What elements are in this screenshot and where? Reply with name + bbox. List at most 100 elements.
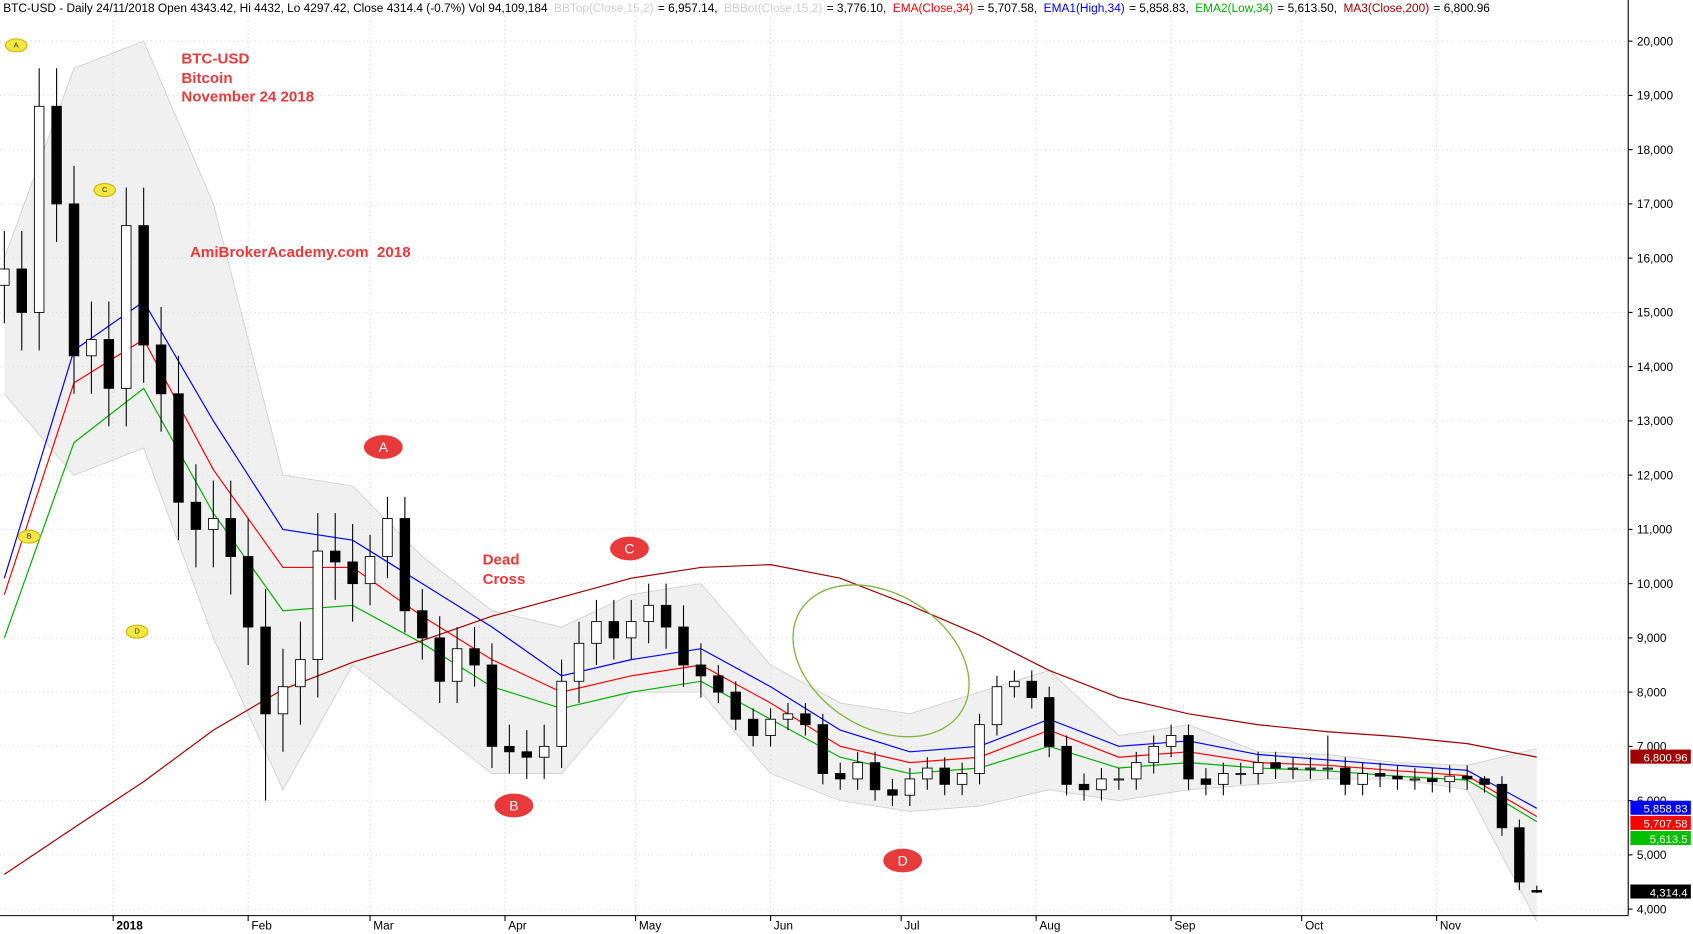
candle-body	[1026, 680, 1038, 698]
tag-marker	[4, 38, 28, 53]
legend-name: EMA(Close,34)	[893, 1, 973, 15]
candle-body	[678, 626, 689, 666]
candle-body	[974, 724, 985, 774]
candle-body	[521, 751, 532, 758]
y-tick-label: 16,000	[1637, 251, 1674, 265]
y-tick-label: 9,000	[1637, 631, 1667, 645]
value-box	[1630, 884, 1691, 899]
candle-body	[1200, 778, 1212, 785]
candle-body	[1287, 767, 1299, 770]
candle-body	[68, 203, 80, 357]
candle-body	[956, 773, 968, 785]
oval-label: A	[379, 439, 389, 455]
legend-name: EMA2(Low,34)	[1195, 1, 1273, 15]
x-tick-label: 2018	[116, 919, 143, 933]
header-text: BTC-USD - Daily 24/11/2018 Open 4343.42,…	[3, 1, 548, 15]
candle-body	[591, 621, 602, 644]
grid-layer	[0, 16, 1629, 916]
candle-body	[1009, 680, 1020, 688]
legend-name: BBTop(Close,15,2)	[554, 1, 654, 15]
candle-body	[173, 393, 184, 503]
annotation-text: November 24 2018	[181, 89, 314, 106]
candle-body	[1444, 775, 1455, 783]
tag-marker	[17, 529, 41, 544]
candle-body	[51, 105, 62, 205]
x-tick-label: Nov	[1440, 919, 1461, 933]
candle-body	[852, 762, 863, 780]
value-box-label: 5,613.5	[1650, 834, 1688, 846]
candle-body	[155, 344, 167, 395]
candle-body	[1357, 773, 1368, 785]
candle-body	[277, 686, 289, 715]
value-box-label: 5,858.83	[1643, 804, 1687, 816]
candle-body	[86, 339, 97, 357]
candle-body	[469, 648, 480, 666]
candle-body	[1148, 745, 1159, 764]
candle-body	[1409, 778, 1421, 781]
candle-body	[486, 664, 498, 747]
y-tick-label: 17,000	[1637, 197, 1674, 211]
candle-body	[1270, 762, 1281, 769]
candle-body	[225, 518, 236, 557]
candle-body	[1531, 890, 1543, 893]
tag-marker	[93, 183, 117, 198]
y-tick-label: 10,000	[1637, 577, 1674, 591]
candle-body	[1322, 767, 1334, 770]
legend-value: = 6,957.14,	[658, 1, 718, 15]
x-tick-label: May	[639, 919, 661, 933]
indicator-line	[3, 564, 1537, 875]
value-box-label: 6,800.96	[1643, 752, 1687, 764]
tag-label: D	[134, 627, 140, 636]
indicator-line	[3, 338, 1538, 818]
header: BTC-USD - Daily 24/11/2018 Open 4343.42,…	[3, 1, 1490, 15]
y-tick-label: 4,000	[1637, 902, 1667, 916]
candle-body	[869, 762, 881, 791]
oval-marker	[494, 793, 534, 818]
candle-body	[643, 604, 654, 623]
x-tick-label: Sep	[1174, 919, 1196, 933]
legend-value: = 5,613.50,	[1277, 1, 1337, 15]
candle-body	[991, 686, 1003, 726]
candle-body	[16, 268, 27, 313]
x-tick-label: Aug	[1039, 919, 1060, 933]
tag-label: B	[27, 532, 32, 541]
candle-body	[1496, 783, 1508, 829]
candle-body	[1043, 697, 1055, 747]
candle-body	[295, 659, 306, 688]
candle-body	[1461, 775, 1473, 780]
candle-body	[121, 225, 132, 389]
x-tick-label: Oct	[1305, 919, 1324, 933]
legend-name: EMA1(High,34)	[1044, 1, 1125, 15]
candle-body	[1218, 773, 1229, 785]
oval-marker	[363, 435, 403, 459]
candle-body	[33, 105, 45, 313]
candle-body	[1514, 827, 1525, 883]
y-tick-label: 14,000	[1637, 360, 1674, 374]
candle-body	[1235, 773, 1246, 776]
candle-body	[1252, 762, 1264, 774]
y-tick-label: 8,000	[1637, 685, 1667, 699]
legend-value: = 6,800.96	[1434, 1, 1491, 15]
candle-body	[1183, 735, 1194, 780]
value-box	[1630, 749, 1691, 764]
candle-body	[660, 604, 672, 628]
y-tick-label: 18,000	[1637, 143, 1674, 157]
candle-body	[1061, 745, 1072, 785]
y-tick-label: 20,000	[1637, 34, 1674, 48]
annotation-text: Bitcoin	[181, 70, 232, 87]
tag-label: C	[102, 185, 108, 194]
candle-body	[538, 745, 550, 758]
candle-body	[573, 642, 585, 682]
annotation-text: BTC-USD	[181, 51, 249, 68]
value-box-label: 5,707.58	[1643, 819, 1687, 831]
candle-body	[1392, 775, 1403, 780]
band-edge	[3, 393, 1538, 922]
annotation-text: Dead	[483, 552, 520, 569]
watermark: AmiBrokerAcademy.com 2018	[190, 244, 411, 261]
x-tick-label: Jun	[774, 919, 793, 933]
candle-body	[626, 621, 637, 639]
legend-value: = 5,707.58,	[978, 1, 1038, 15]
candle-body	[1078, 783, 1090, 791]
candle-body	[904, 778, 916, 796]
